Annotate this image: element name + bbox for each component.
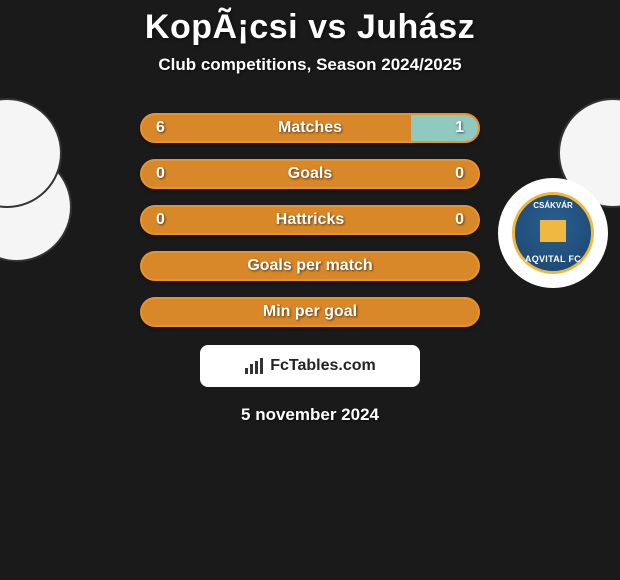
stat-bar: Min per goal	[140, 297, 480, 327]
stat-label: Matches	[278, 119, 342, 137]
footer-brand-text: FcTables.com	[270, 357, 376, 375]
stat-value-left: 0	[156, 211, 165, 229]
stat-value-right: 0	[455, 165, 464, 183]
stat-bar: Goals per match	[140, 251, 480, 281]
stat-bar: 6 Matches 1	[140, 113, 480, 143]
stat-fill-right	[411, 115, 478, 141]
player-left-avatar	[0, 98, 62, 208]
stat-value-right: 1	[455, 119, 464, 137]
footer-brand-box[interactable]: FcTables.com	[200, 345, 420, 387]
club-badge-top-text: CSÁKVÁR	[533, 201, 573, 210]
stat-value-left: 0	[156, 165, 165, 183]
stat-label: Goals per match	[247, 257, 372, 275]
stat-value-right: 0	[455, 211, 464, 229]
club-badge-inner: CSÁKVÁR AQVITAL FC	[512, 192, 594, 274]
footer-date: 5 november 2024	[0, 405, 620, 425]
stat-label: Min per goal	[263, 303, 357, 321]
page-title: KopÃ¡csi vs Juhász	[0, 8, 620, 47]
stat-bar: 0 Goals 0	[140, 159, 480, 189]
stat-value-left: 6	[156, 119, 165, 137]
club-badge-bottom-text: AQVITAL FC	[525, 254, 581, 264]
club-badge: CSÁKVÁR AQVITAL FC	[498, 178, 608, 288]
stat-bar: 0 Hattricks 0	[140, 205, 480, 235]
header: KopÃ¡csi vs Juhász Club competitions, Se…	[0, 0, 620, 75]
stat-label: Hattricks	[276, 211, 344, 229]
chart-icon	[244, 358, 264, 374]
stat-label: Goals	[288, 165, 332, 183]
stats-container: 6 Matches 1 0 Goals 0 0 Hattricks 0 Goals per mat…	[140, 113, 480, 327]
page-subtitle: Club competitions, Season 2024/2025	[0, 55, 620, 75]
club-badge-icon	[540, 220, 566, 242]
